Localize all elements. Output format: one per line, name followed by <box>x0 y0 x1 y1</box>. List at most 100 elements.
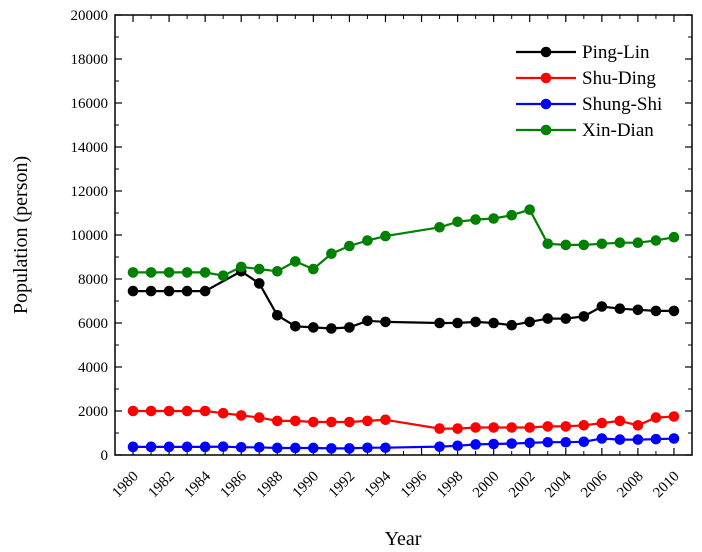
y-tick-label: 12000 <box>71 184 109 200</box>
data-point-xin-dian <box>362 235 373 246</box>
x-tick-label: 1990 <box>290 469 323 502</box>
data-point-ping-lin <box>632 304 644 316</box>
legend-label: Shung-Shi <box>582 94 662 115</box>
data-point-shu-ding <box>127 405 139 417</box>
data-point-shung-shi <box>380 442 391 454</box>
y-tick-label: 20000 <box>71 8 109 24</box>
y-tick-label: 18000 <box>71 52 109 68</box>
data-point-xin-dian <box>632 237 644 248</box>
data-point-shung-shi <box>632 434 644 445</box>
x-tick-label: 1988 <box>254 469 287 502</box>
series-line-ping-lin <box>133 270 674 330</box>
data-point-ping-lin <box>578 311 590 322</box>
legend-entry-ping-lin: Ping-Lin <box>516 42 650 63</box>
data-point-ping-lin <box>470 316 481 328</box>
y-tick-label: 8000 <box>78 272 108 288</box>
data-point-shung-shi <box>290 442 301 454</box>
data-point-shung-shi <box>253 442 265 453</box>
data-point-ping-lin <box>362 315 373 327</box>
data-point-shung-shi <box>362 442 373 454</box>
series-shu-ding <box>127 405 680 434</box>
data-point-shung-shi <box>434 441 445 452</box>
y-tick-label: 14000 <box>71 140 109 156</box>
data-point-shung-shi <box>488 438 499 450</box>
x-tick-label: 2002 <box>506 469 539 502</box>
legend-marker <box>540 46 552 58</box>
legend-marker <box>540 72 552 84</box>
legend-marker <box>540 124 552 136</box>
data-point-shu-ding <box>542 421 554 432</box>
data-point-shu-ding <box>290 415 301 427</box>
data-point-shu-ding <box>434 423 445 434</box>
data-point-shu-ding <box>560 421 572 432</box>
data-point-xin-dian <box>308 263 319 275</box>
x-tick-label: 1996 <box>398 468 431 501</box>
series-layer <box>127 204 680 454</box>
data-point-shu-ding <box>181 405 193 417</box>
data-point-xin-dian <box>560 239 572 251</box>
data-point-shu-ding <box>163 405 175 417</box>
data-point-shung-shi <box>127 441 139 453</box>
data-point-shung-shi <box>326 443 337 454</box>
y-axis-title: Population (person) <box>10 156 32 314</box>
data-point-xin-dian <box>217 270 229 282</box>
data-point-shung-shi <box>506 438 517 449</box>
data-point-xin-dian <box>596 238 608 250</box>
data-point-ping-lin <box>290 321 301 332</box>
data-point-shung-shi <box>542 436 554 448</box>
y-axis: 0 2000 4000 6000 8000 10000 12000 14000 16000 180… <box>71 8 692 464</box>
data-point-ping-lin <box>344 322 355 333</box>
data-point-xin-dian <box>253 263 265 275</box>
data-point-shu-ding <box>344 416 355 428</box>
data-point-shu-ding <box>524 422 536 433</box>
data-point-shu-ding <box>271 415 283 427</box>
data-point-ping-lin <box>308 322 319 333</box>
data-point-shu-ding <box>650 412 662 423</box>
data-point-shu-ding <box>506 422 517 433</box>
data-point-ping-lin <box>506 319 517 331</box>
data-point-xin-dian <box>235 261 247 273</box>
data-point-xin-dian <box>163 267 175 278</box>
series-line-xin-dian <box>133 208 675 277</box>
data-point-ping-lin <box>452 317 463 329</box>
data-point-shung-shi <box>560 436 572 448</box>
data-point-shung-shi <box>470 439 481 450</box>
data-point-shu-ding <box>217 407 229 419</box>
x-tick-label: 1998 <box>434 469 467 502</box>
legend-marker <box>540 98 552 110</box>
data-point-xin-dian <box>380 230 391 242</box>
data-point-shu-ding <box>380 414 391 426</box>
data-point-xin-dian <box>650 235 662 246</box>
x-tick-label: 2008 <box>614 469 647 502</box>
data-point-shung-shi <box>578 436 590 448</box>
data-point-shung-shi <box>145 441 157 453</box>
data-point-shu-ding <box>488 422 499 433</box>
x-tick-label: 2000 <box>470 469 503 502</box>
data-point-ping-lin <box>163 285 175 297</box>
data-point-shu-ding <box>452 423 463 434</box>
data-point-shu-ding <box>470 422 481 433</box>
data-point-xin-dian <box>145 267 157 278</box>
data-point-xin-dian <box>290 256 301 267</box>
data-point-shu-ding <box>326 416 337 428</box>
legend-entry-shung-shi: Shung-Shi <box>516 94 662 115</box>
data-point-shung-shi <box>452 440 463 452</box>
data-point-ping-lin <box>199 285 211 297</box>
data-point-xin-dian <box>181 267 193 278</box>
legend-label: Shu-Ding <box>582 68 656 89</box>
series-shung-shi <box>127 433 680 454</box>
data-point-xin-dian <box>542 238 554 250</box>
data-point-xin-dian <box>614 237 626 248</box>
data-point-shu-ding <box>145 405 157 417</box>
series-xin-dian <box>127 204 680 282</box>
data-point-ping-lin <box>668 305 680 317</box>
data-point-shung-shi <box>650 433 662 445</box>
data-point-ping-lin <box>271 310 283 321</box>
data-point-xin-dian <box>470 214 481 225</box>
x-tick-label: 1982 <box>145 469 178 502</box>
data-point-ping-lin <box>380 316 391 328</box>
data-point-ping-lin <box>434 317 445 329</box>
x-tick-label: 1994 <box>362 468 395 501</box>
data-point-xin-dian <box>668 231 680 243</box>
